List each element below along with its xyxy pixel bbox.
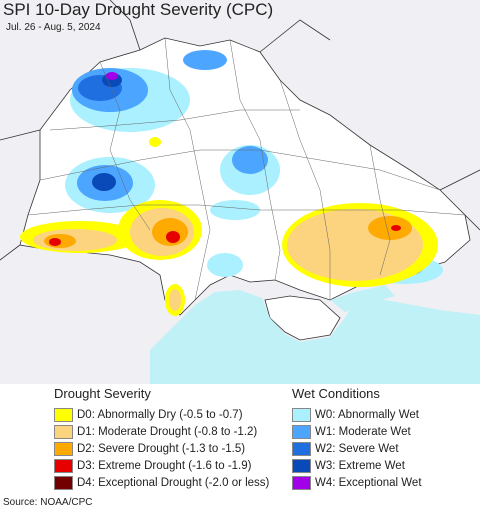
crimea-land bbox=[264, 295, 341, 341]
wet-legend-item: W2: Severe Wet bbox=[292, 440, 422, 457]
d1-area bbox=[169, 289, 181, 311]
drought-legend-swatch bbox=[54, 407, 73, 422]
wet-legend-label: W2: Severe Wet bbox=[315, 442, 399, 455]
source-credit: Source: NOAA/CPC bbox=[3, 497, 93, 508]
drought-legend-label: D4: Exceptional Drought (-2.0 or less) bbox=[77, 476, 270, 489]
w1-area bbox=[232, 146, 268, 174]
wet-legend-label: W4: Exceptional Wet bbox=[315, 476, 422, 489]
wet-legend-label: W3: Extreme Wet bbox=[315, 459, 405, 472]
w3-area bbox=[92, 173, 116, 191]
d0-area bbox=[149, 137, 161, 147]
wet-legend: Wet Conditions W0: Abnormally Wet W1: Mod… bbox=[292, 386, 422, 491]
d3-area bbox=[166, 231, 180, 243]
wet-legend-heading: Wet Conditions bbox=[292, 386, 380, 401]
w1-area bbox=[183, 50, 227, 70]
drought-legend-item: D4: Exceptional Drought (-2.0 or less) bbox=[54, 474, 269, 491]
w4-area bbox=[106, 72, 118, 80]
wet-legend-label: W0: Abnormally Wet bbox=[315, 408, 419, 421]
wet-legend-label: W1: Moderate Wet bbox=[315, 425, 411, 438]
w0-area bbox=[207, 253, 243, 277]
wet-legend-swatch bbox=[292, 441, 311, 456]
drought-legend-item: D0: Abnormally Dry (-0.5 to -0.7) bbox=[54, 406, 269, 423]
map-title: SPI 10-Day Drought Severity (CPC) bbox=[3, 0, 274, 19]
w0-area bbox=[210, 200, 260, 220]
wet-legend-swatch bbox=[292, 475, 311, 490]
drought-map bbox=[0, 0, 480, 384]
admin-borders bbox=[27, 37, 466, 301]
drought-legend-swatch bbox=[54, 475, 73, 490]
drought-legend-label: D0: Abnormally Dry (-0.5 to -0.7) bbox=[77, 408, 243, 421]
black-sea bbox=[150, 290, 480, 384]
drought-legend: Drought Severity D0: Abnormally Dry (-0.… bbox=[54, 386, 269, 491]
wet-legend-item: W3: Extreme Wet bbox=[292, 457, 422, 474]
d3-area bbox=[391, 225, 401, 231]
drought-legend-item: D2: Severe Drought (-1.3 to -1.5) bbox=[54, 440, 269, 457]
sea-of-azov bbox=[330, 285, 395, 312]
wet-legend-swatch bbox=[292, 424, 311, 439]
drought-legend-label: D3: Extreme Drought (-1.6 to -1.9) bbox=[77, 459, 252, 472]
wet-legend-swatch bbox=[292, 458, 311, 473]
drought-legend-swatch bbox=[54, 441, 73, 456]
map-subtitle: Jul. 26 - Aug. 5, 2024 bbox=[6, 22, 101, 33]
drought-legend-swatch bbox=[54, 458, 73, 473]
wet-legend-item: W0: Abnormally Wet bbox=[292, 406, 422, 423]
d2-area bbox=[368, 216, 412, 240]
d3-area bbox=[49, 238, 61, 246]
wet-legend-swatch bbox=[292, 407, 311, 422]
drought-legend-item: D1: Moderate Drought (-0.8 to -1.2) bbox=[54, 423, 269, 440]
drought-areas bbox=[20, 137, 438, 316]
drought-legend-label: D2: Severe Drought (-1.3 to -1.5) bbox=[77, 442, 246, 455]
wet-legend-item: W4: Exceptional Wet bbox=[292, 474, 422, 491]
drought-legend-swatch bbox=[54, 424, 73, 439]
legend-panel bbox=[0, 384, 480, 494]
wet-legend-item: W1: Moderate Wet bbox=[292, 423, 422, 440]
drought-legend-label: D1: Moderate Drought (-0.8 to -1.2) bbox=[77, 425, 258, 438]
wet-areas bbox=[65, 50, 443, 284]
country-border bbox=[0, 0, 480, 261]
drought-legend-heading: Drought Severity bbox=[54, 386, 151, 401]
drought-legend-item: D3: Extreme Drought (-1.6 to -1.9) bbox=[54, 457, 269, 474]
